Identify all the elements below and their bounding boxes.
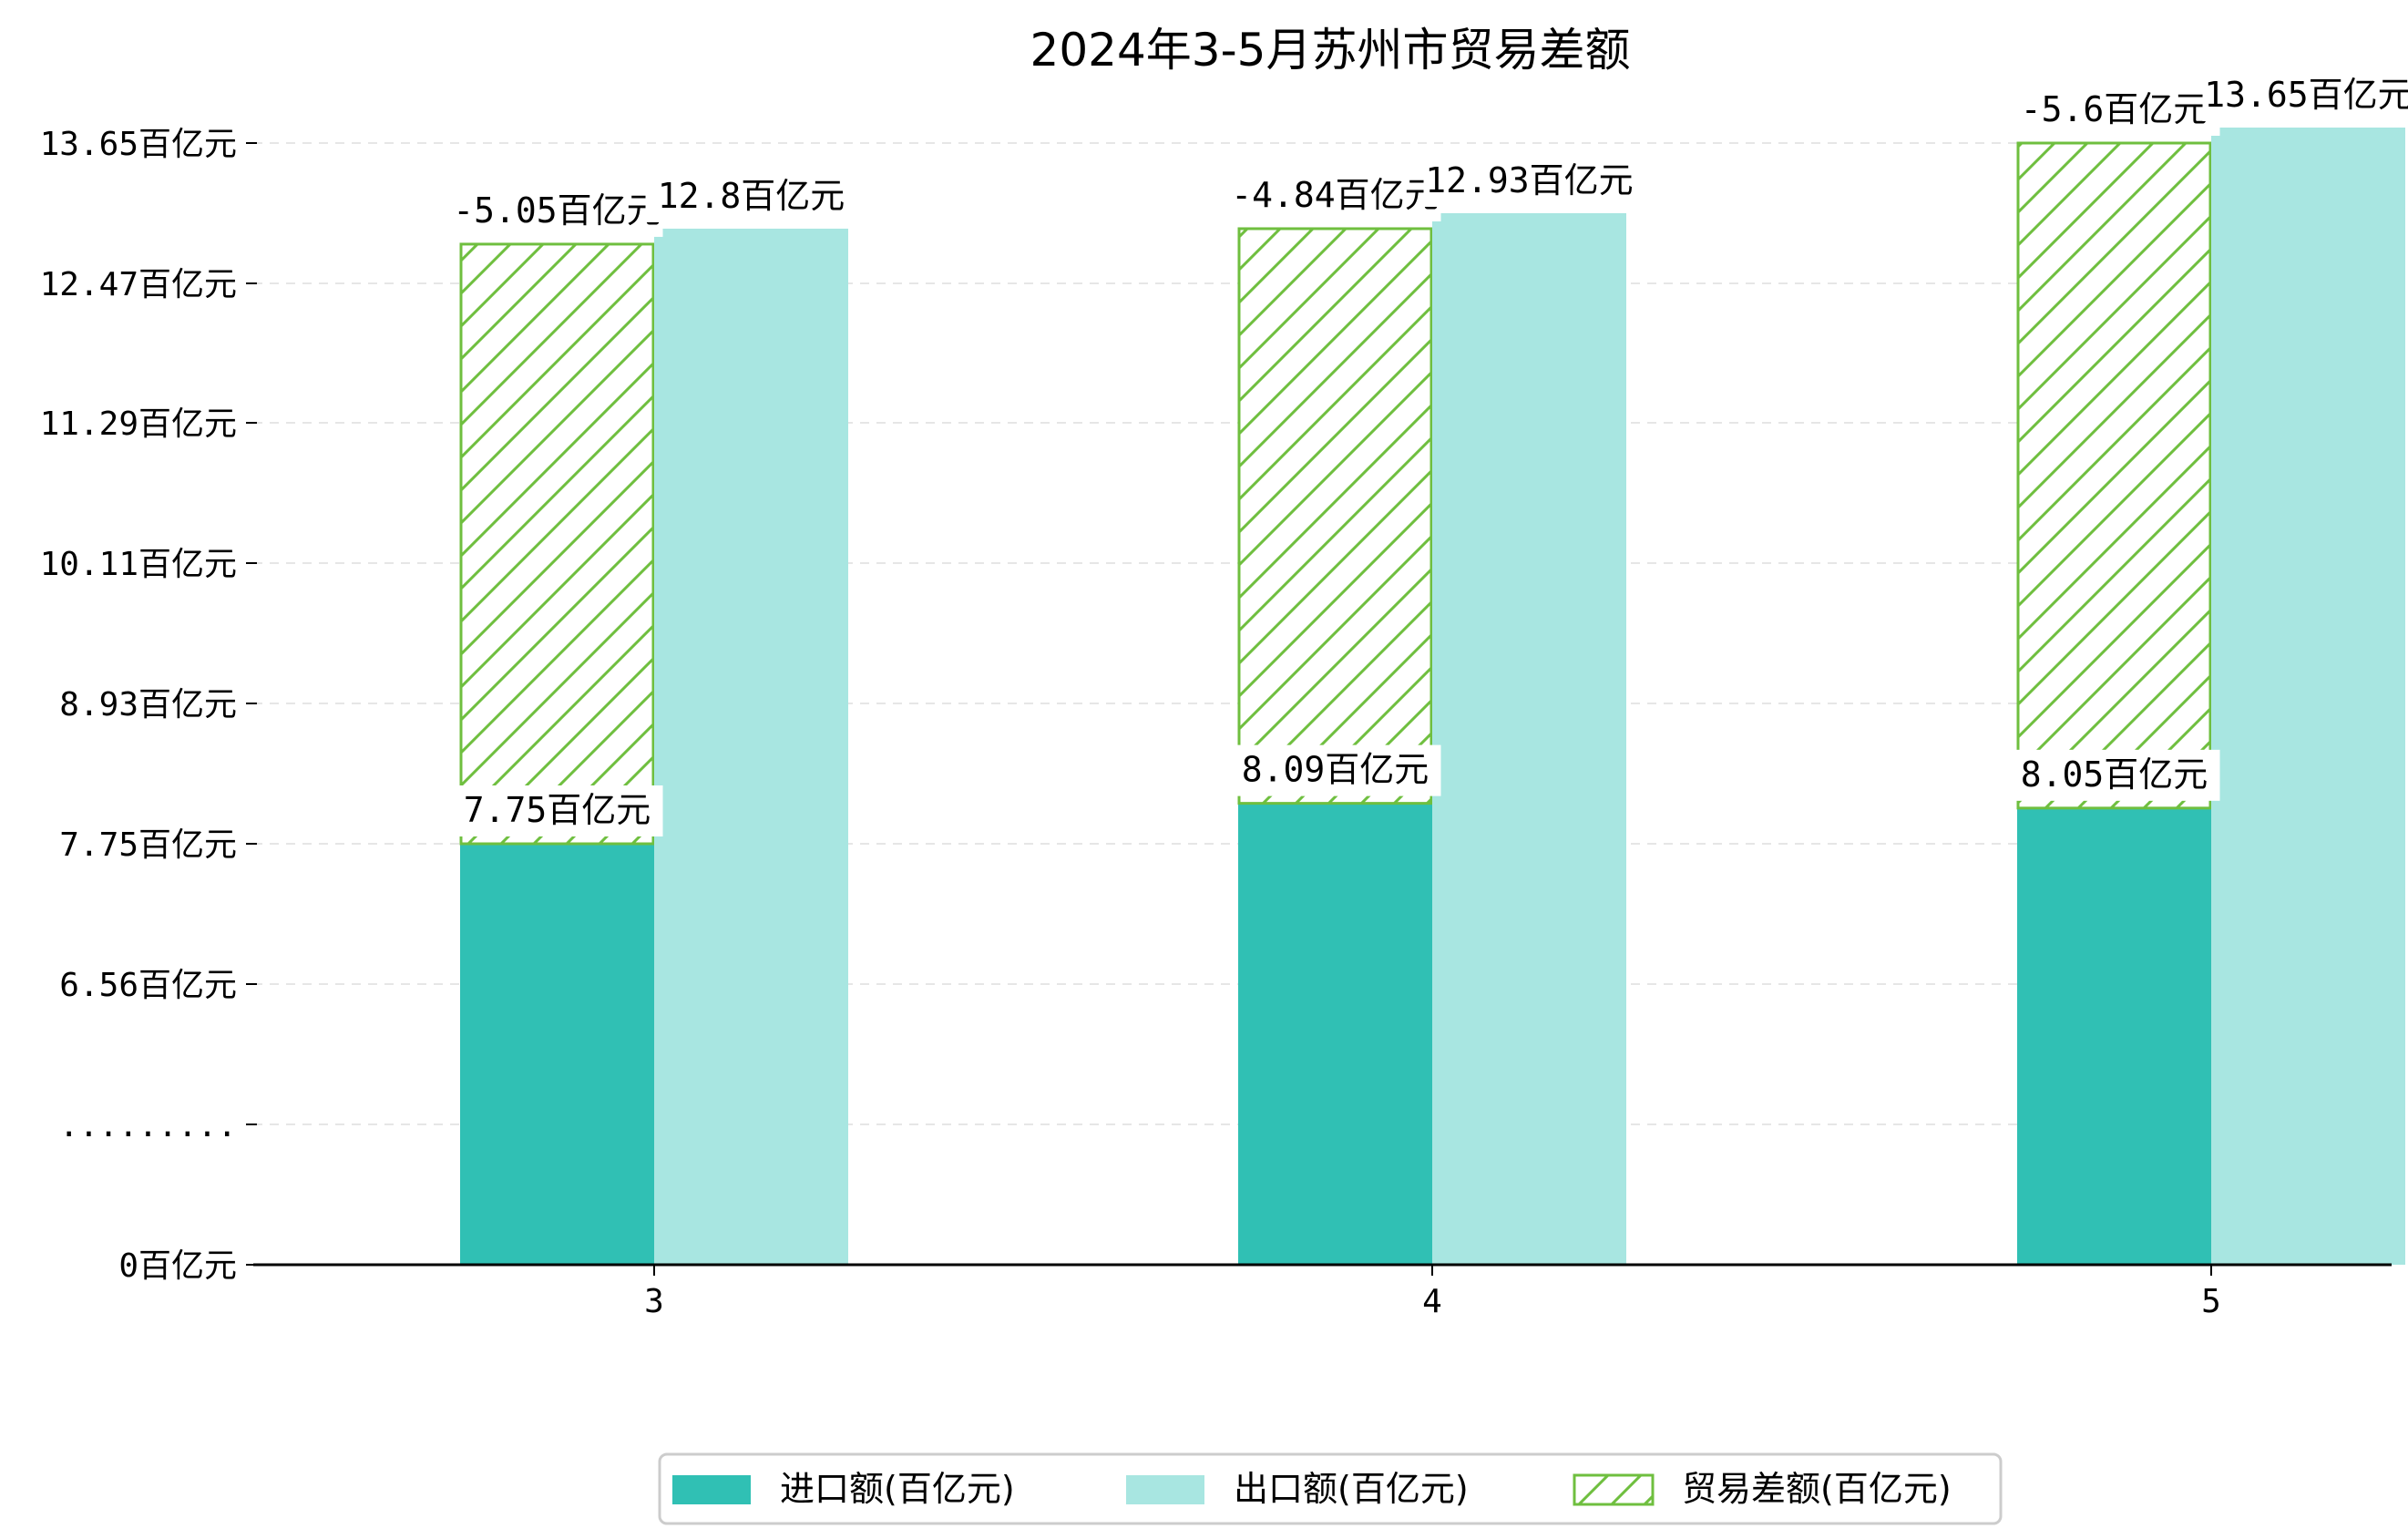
export-bar [2211,128,2405,1265]
legend-frame [658,1452,2003,1525]
import-bar [1238,803,1432,1265]
bars [459,128,2405,1266]
y-tick-label: 0百亿元 [118,1247,237,1285]
data-label: 8.05百亿元 [2021,754,2208,795]
y-tick-label: 7.75百亿元 [59,826,237,864]
y-tick-label: 12.47百亿元 [40,266,237,303]
y-tick-label: ......... [59,1107,237,1144]
x-tick-label: 4 [1422,1283,1442,1320]
y-tick-label: 11.29百亿元 [40,405,237,443]
data-label-box [2008,85,2220,136]
balance-bar [2016,141,2212,810]
balance-bar [1237,227,1433,805]
import-bar [460,844,654,1265]
data-label: 12.93百亿元 [1425,160,1633,200]
legend-label: 出口额(百亿元) [1234,1469,1469,1509]
data-label-box [1229,169,1441,221]
chart-title: 2024年3-5月苏州市贸易差额 [1030,24,1631,77]
y-tick-label: 8.93百亿元 [59,686,237,723]
data-label: 12.8百亿元 [658,176,845,216]
data-label-box [645,170,857,222]
data-label: 13.65百亿元 [2204,75,2408,115]
legend: 进口额(百亿元) 出口额(百亿元) 贸易差额(百亿元) [658,1452,2003,1525]
axes: 0百亿元......... 6.56百亿元 7.75百亿元 8.93百亿元 10.11百… [40,126,2392,1320]
x-tick-label: 5 [2201,1283,2221,1320]
data-label-box [1229,744,1441,796]
legend-swatch [1126,1475,1204,1504]
data-label: -5.6百亿元 [2021,89,2208,129]
export-bar [654,228,848,1265]
data-label-box [451,185,663,237]
balance-bar [459,242,655,846]
data-label-box [2008,749,2220,801]
legend-swatch [1573,1473,1655,1506]
import-bar [2017,807,2211,1265]
legend-swatch [672,1475,751,1504]
legend-label: 进口额(百亿元) [780,1469,1015,1509]
y-tick-label: 13.65百亿元 [40,126,237,163]
y-tick-label: 10.11百亿元 [40,546,237,583]
export-bar [1432,212,1626,1266]
data-label: 8.09百亿元 [1242,750,1429,790]
data-label-box [451,785,663,836]
x-tick-label: 3 [644,1283,664,1320]
legend-label: 贸易差额(百亿元) [1682,1469,1952,1509]
data-label: -5.05百亿元 [453,190,661,231]
data-label: 7.75百亿元 [464,790,651,830]
data-label-box [2202,70,2408,121]
data-label-box [1423,155,1635,207]
data-label: -4.84百亿元 [1231,175,1439,215]
y-tick-label: 6.56百亿元 [59,967,237,1004]
